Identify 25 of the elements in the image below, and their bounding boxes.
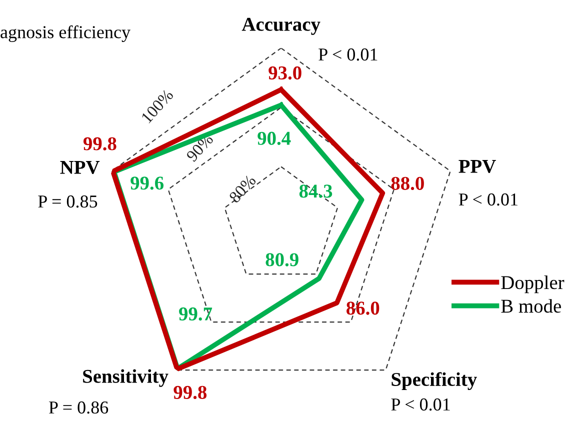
data-label: 80.9 (266, 253, 298, 266)
text: P < 0.01 (318, 48, 378, 61)
data-label: 99.8 (174, 386, 207, 400)
text: P = 0.85 (38, 195, 98, 208)
spoke-label: Specificity (392, 372, 477, 390)
data-label: 88.0 (391, 176, 424, 190)
legend-label: B mode (501, 299, 561, 313)
y-tick-label: 90% (186, 132, 214, 162)
data-label: 84.3 (299, 184, 332, 198)
text: P = 0.86 (48, 401, 108, 414)
data-label: 93.0 (268, 66, 302, 80)
text: P < 0.01 (458, 193, 518, 206)
y-tick-label: 80% (228, 174, 257, 204)
data-label: 86.0 (346, 302, 380, 315)
spoke-label: PPV (458, 160, 496, 174)
legend-label: Doppler (501, 275, 564, 294)
chart-title: agnosis efficiency (0, 25, 130, 42)
data-label: 90.4 (258, 132, 291, 145)
text: P < 0.01 (391, 398, 450, 411)
spoke-label: NPV (60, 161, 100, 174)
spoke-label: Sensitivity (83, 369, 168, 387)
data-label: 99.8 (83, 137, 116, 150)
spoke-label: Accuracy (242, 18, 320, 35)
data-label: 99.6 (130, 176, 164, 190)
data-label: 99.7 (179, 307, 212, 321)
